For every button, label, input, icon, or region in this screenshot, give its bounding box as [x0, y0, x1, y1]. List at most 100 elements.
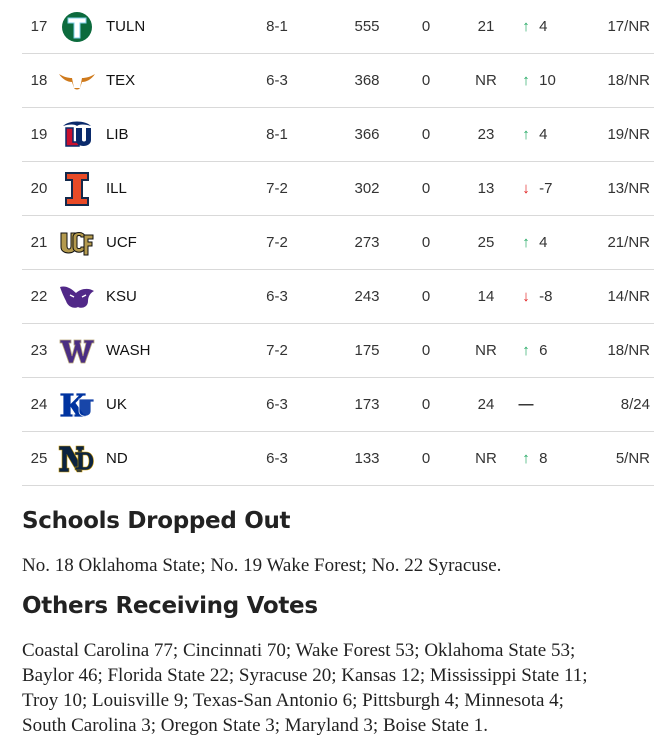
table-row[interactable]: 20 ILL 7-2 302 0 13 ↓ -7 13/NR — [22, 162, 654, 216]
rank-cell: 17 — [30, 18, 48, 35]
first-place-votes-cell: 0 — [421, 126, 431, 143]
table-row[interactable]: 21 UCF 7-2 273 0 25 ↑ 4 21/NR — [22, 216, 654, 270]
first-place-votes-cell: 0 — [421, 180, 431, 197]
high-low-cell: 21/NR — [607, 234, 650, 251]
previous-rank-cell: 21 — [477, 18, 495, 35]
team-abbr[interactable]: WASH — [106, 342, 151, 359]
record-cell: 6-3 — [266, 396, 288, 413]
rankings-table: 17 TULN 8-1 555 0 21 ↑ 4 17/NR 18 TEX 6-… — [22, 0, 654, 486]
trend-change: 10 — [539, 72, 556, 89]
trend-cell: ↑ 4 — [517, 108, 577, 161]
high-low-cell: 17/NR — [607, 18, 650, 35]
table-row[interactable]: 17 TULN 8-1 555 0 21 ↑ 4 17/NR — [22, 0, 654, 54]
arrow-down-icon: ↓ — [522, 180, 530, 197]
rank-cell: 24 — [30, 396, 48, 413]
points-cell: 368 — [354, 72, 380, 89]
table-row[interactable]: 23 WASH 7-2 175 0 NR ↑ 6 18/NR — [22, 324, 654, 378]
others-line: Baylor 46; Florida State 22; Syracuse 20… — [22, 665, 588, 686]
previous-rank-cell: 25 — [477, 234, 495, 251]
table-row[interactable]: 22 KSU 6-3 243 0 14 ↓ -8 14/NR — [22, 270, 654, 324]
team-abbr[interactable]: KSU — [106, 288, 137, 305]
team-abbr[interactable]: ILL — [106, 180, 127, 197]
trend-change: 4 — [539, 126, 548, 143]
record-cell: 7-2 — [266, 234, 288, 251]
high-low-cell: 8/24 — [620, 396, 650, 413]
trend-cell: — — [517, 378, 577, 431]
arrow-up-icon: ↑ — [522, 72, 530, 89]
record-cell: 6-3 — [266, 72, 288, 89]
washington-logo-icon — [58, 324, 96, 377]
trend-change: 4 — [539, 234, 548, 251]
others-line: Coastal Carolina 77; Cincinnati 70; Wake… — [22, 640, 576, 661]
first-place-votes-cell: 0 — [421, 18, 431, 35]
record-cell: 8-1 — [266, 126, 288, 143]
points-cell: 173 — [354, 396, 380, 413]
team-abbr[interactable]: TEX — [106, 72, 136, 89]
points-cell: 555 — [354, 18, 380, 35]
dropped-out-heading: Schools Dropped Out — [22, 508, 291, 534]
arrow-up-icon: ↑ — [522, 18, 530, 35]
trend-cell: ↓ -8 — [517, 270, 577, 323]
trend-cell: ↑ 10 — [517, 54, 577, 107]
previous-rank-cell: NR — [475, 450, 497, 467]
rank-cell: 20 — [30, 180, 48, 197]
previous-rank-cell: 13 — [477, 180, 495, 197]
team-abbr[interactable]: TULN — [106, 18, 146, 35]
previous-rank-cell: 14 — [477, 288, 495, 305]
trend-change: 6 — [539, 342, 548, 359]
tulane-logo-icon — [58, 0, 96, 53]
team-abbr[interactable]: LIB — [106, 126, 129, 143]
points-cell: 175 — [354, 342, 380, 359]
high-low-cell: 18/NR — [607, 72, 650, 89]
previous-rank-cell: NR — [475, 342, 497, 359]
high-low-cell: 19/NR — [607, 126, 650, 143]
record-cell: 8-1 — [266, 18, 288, 35]
texas-longhorn-logo-icon — [58, 54, 96, 107]
table-row[interactable]: 24 UK 6-3 173 0 24 — 8/24 — [22, 378, 654, 432]
team-abbr[interactable]: UCF — [106, 234, 137, 251]
rank-cell: 23 — [30, 342, 48, 359]
others-line: South Carolina 3; Oregon State 3; Maryla… — [22, 715, 488, 736]
ucf-logo-icon — [58, 216, 96, 269]
notre-dame-logo-icon — [58, 432, 96, 485]
first-place-votes-cell: 0 — [421, 342, 431, 359]
record-cell: 6-3 — [266, 450, 288, 467]
trend-change: 8 — [539, 450, 548, 467]
previous-rank-cell: 23 — [477, 126, 495, 143]
others-receiving-votes-text: Coastal Carolina 77; Cincinnati 70; Wake… — [22, 638, 662, 738]
points-cell: 133 — [354, 450, 380, 467]
team-abbr[interactable]: UK — [106, 396, 127, 413]
high-low-cell: 18/NR — [607, 342, 650, 359]
rank-cell: 19 — [30, 126, 48, 143]
trend-change: -7 — [539, 180, 553, 197]
kansas-state-logo-icon — [58, 270, 96, 323]
trend-cell: ↑ 6 — [517, 324, 577, 377]
record-cell: 7-2 — [266, 180, 288, 197]
first-place-votes-cell: 0 — [421, 288, 431, 305]
table-row[interactable]: 18 TEX 6-3 368 0 NR ↑ 10 18/NR — [22, 54, 654, 108]
trend-change: 4 — [539, 18, 548, 35]
rank-cell: 18 — [30, 72, 48, 89]
trend-cell: ↑ 4 — [517, 0, 577, 53]
arrow-up-icon: ↑ — [522, 342, 530, 359]
others-receiving-votes-heading: Others Receiving Votes — [22, 593, 318, 619]
points-cell: 243 — [354, 288, 380, 305]
kentucky-logo-icon — [58, 378, 96, 431]
dropped-out-text: No. 18 Oklahoma State; No. 19 Wake Fores… — [22, 555, 502, 576]
first-place-votes-cell: 0 — [421, 450, 431, 467]
high-low-cell: 5/NR — [615, 450, 650, 467]
team-abbr[interactable]: ND — [106, 450, 128, 467]
table-row[interactable]: 25 ND 6-3 133 0 NR ↑ 8 5/NR — [22, 432, 654, 486]
trend-cell: ↑ 4 — [517, 216, 577, 269]
first-place-votes-cell: 0 — [421, 396, 431, 413]
arrow-up-icon: ↑ — [522, 450, 530, 467]
record-cell: 7-2 — [266, 342, 288, 359]
high-low-cell: 13/NR — [607, 180, 650, 197]
trend-cell: ↑ 8 — [517, 432, 577, 485]
previous-rank-cell: NR — [475, 72, 497, 89]
table-row[interactable]: 19 LIB 8-1 366 0 23 ↑ 4 19/NR — [22, 108, 654, 162]
liberty-logo-icon — [58, 108, 96, 161]
no-change-dash: — — [518, 396, 534, 413]
trend-change: -8 — [539, 288, 553, 305]
trend-cell: ↓ -7 — [517, 162, 577, 215]
